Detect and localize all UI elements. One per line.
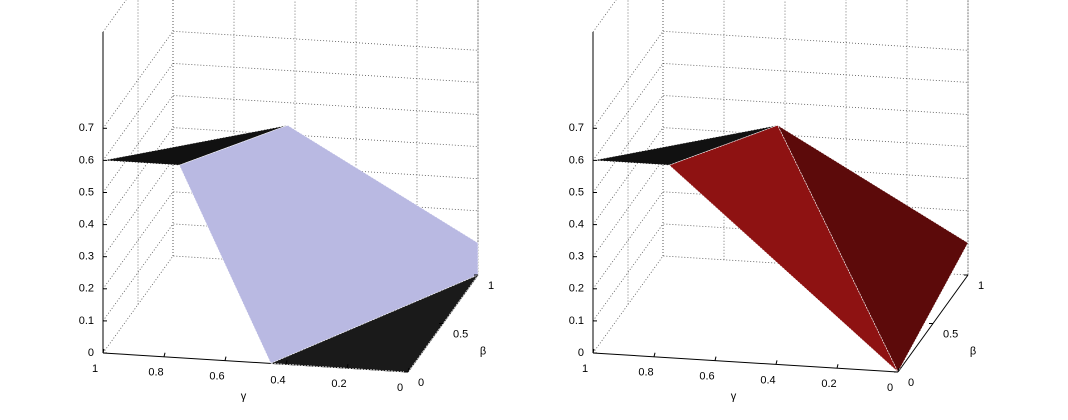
surface-face [592,125,778,166]
x-tick-label: 0.6 [699,371,714,383]
tick-mark [836,364,839,369]
z-tick-label: 0.7 [569,122,584,134]
box-edge [102,0,479,275]
grid-line [592,62,969,161]
grid-line [102,255,479,354]
y-tick-label: 0.5 [943,328,958,340]
box-edge [592,0,969,275]
x-axis-label: γ [241,390,247,402]
grid-line [592,255,969,354]
x-tick-label: 0.8 [638,367,653,379]
z-tick-label: 0.2 [569,283,584,295]
x-axis [102,352,409,373]
tick-mark [775,360,778,365]
y-axis-label: β [480,345,486,357]
tick-mark [163,352,166,357]
z-tick-label: 0.1 [569,315,584,327]
grid-line [592,30,969,129]
x-tick-label: 0 [397,382,403,394]
tick-mark [224,356,227,361]
z-tick-label: 0.4 [569,219,584,231]
x-tick-label: 0.4 [760,374,775,386]
tick-mark [653,352,656,357]
z-tick-label: 0.4 [79,219,94,231]
y-tick-label: 0.5 [453,328,468,340]
tick-mark [714,356,717,361]
z-tick-label: 0.6 [79,154,94,166]
y-tick-label: 0 [908,377,914,389]
y-tick-label: 0 [418,377,424,389]
z-tick-label: 0 [578,347,584,359]
x-axis [592,352,899,373]
x-tick-label: 0.8 [148,367,163,379]
z-tick-label: 0.6 [569,154,584,166]
z-tick-label: 0.3 [569,251,584,263]
z-tick-label: 0.7 [79,122,94,134]
tick-mark [407,367,410,373]
tick-mark [102,348,105,354]
z-tick-label: 0.5 [569,186,584,198]
grid-line [592,191,969,290]
x-tick-label: 0.2 [331,378,346,390]
z-tick-label: 0.1 [79,315,94,327]
x-tick-label: 1 [92,363,98,375]
grid-line [102,223,479,322]
grid-line [102,30,479,129]
grid-line [592,159,969,257]
x-tick-label: 0.2 [821,378,836,390]
x-tick-label: 0.6 [209,371,224,383]
z-tick-label: 0 [88,347,94,359]
z-tick-label: 0.3 [79,251,94,263]
tick-mark [285,360,288,365]
panel: 0 0.1 0.2 0.3 0.4 0.5 0.6 0.7 0 0.2 0.4 0.6 0.8 1 0 0.5… [569,0,984,402]
surface-face [178,124,479,364]
grid-line [102,191,479,290]
x-tick-label: 0.4 [270,374,285,386]
z-tick-label: 0.5 [79,186,94,198]
panel: 0 0.1 0.2 0.3 0.4 0.5 0.6 0.7 0 0.2 0.4 0.6 0.8 1 0 0.5… [79,0,494,402]
grid-line [102,127,479,225]
grid-line [592,127,969,225]
grid-line [102,62,479,161]
x-tick-label: 1 [582,363,588,375]
grid-line [102,159,479,257]
z-tick-label: 0.2 [79,283,94,295]
x-tick-label: 0 [887,382,893,394]
tick-mark [897,367,900,373]
surface-face [102,125,288,166]
x-axis-label: γ [731,390,737,402]
surface-face [776,124,969,373]
tick-mark [592,348,595,354]
grid-line [592,223,969,322]
tick-mark [346,364,349,369]
y-axis-label: β [970,345,976,357]
y-tick-label: 1 [978,280,984,292]
y-tick-label: 1 [488,280,494,292]
